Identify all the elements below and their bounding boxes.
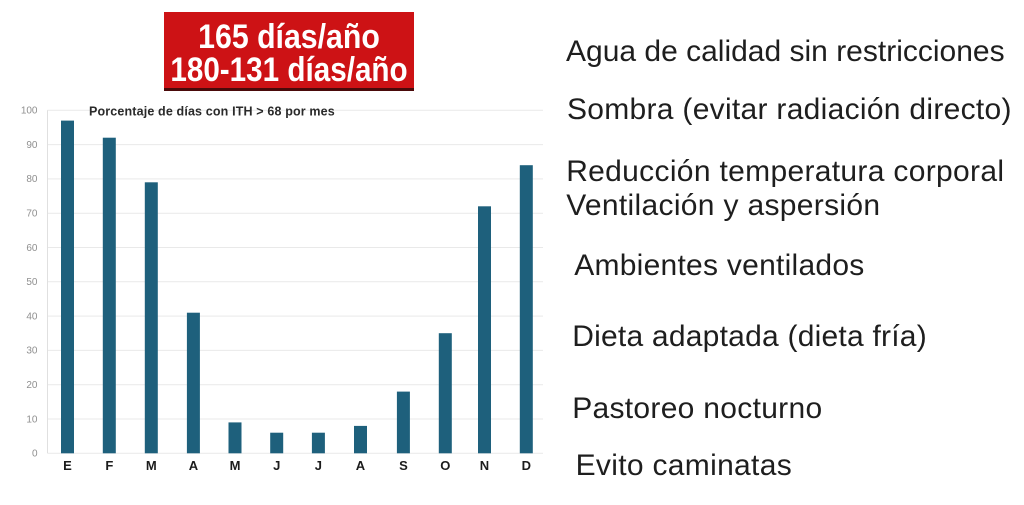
svg-text:30: 30 [26,346,38,357]
svg-text:E: E [63,458,72,473]
svg-text:A: A [356,458,366,473]
svg-text:N: N [480,458,489,473]
svg-text:10: 10 [26,414,38,425]
svg-text:A: A [189,458,199,473]
svg-text:S: S [399,458,408,473]
svg-text:60: 60 [26,243,38,254]
svg-text:20: 20 [26,380,38,391]
svg-text:O: O [440,458,450,473]
svg-text:J: J [315,458,322,473]
svg-text:70: 70 [26,209,38,220]
svg-text:D: D [522,458,531,473]
svg-text:M: M [230,458,241,473]
svg-text:100: 100 [21,106,38,117]
svg-text:J: J [273,458,280,473]
svg-text:40: 40 [26,311,38,322]
svg-text:0: 0 [32,449,38,460]
svg-text:80: 80 [26,174,38,185]
svg-text:M: M [146,458,157,473]
svg-text:Porcentaje de días con ITH > 6: Porcentaje de días con ITH > 68 por mes [89,105,335,119]
svg-text:F: F [105,458,113,473]
svg-text:50: 50 [26,277,38,288]
svg-text:90: 90 [26,140,38,151]
